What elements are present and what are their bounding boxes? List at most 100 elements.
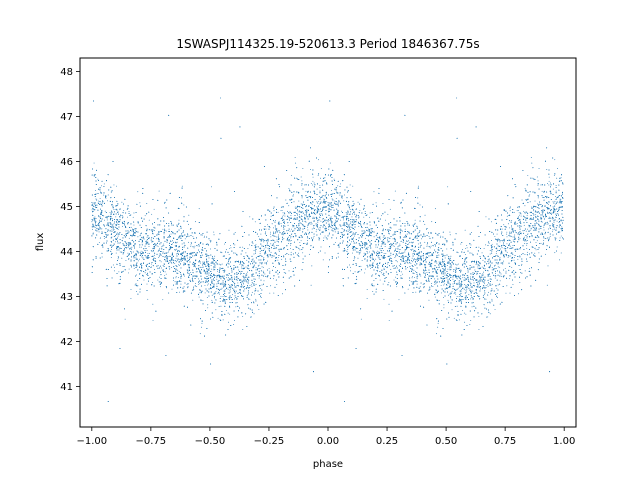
data-point [468, 294, 470, 296]
data-point [170, 255, 171, 257]
data-point [325, 226, 327, 228]
data-point [161, 248, 163, 249]
data-point [111, 236, 113, 238]
data-point [441, 265, 442, 267]
data-point [527, 175, 529, 176]
data-point [166, 259, 168, 260]
data-point [93, 174, 95, 176]
data-point [323, 231, 325, 233]
data-point [360, 265, 362, 267]
data-point [440, 284, 442, 286]
data-point [462, 249, 464, 251]
data-point [230, 247, 232, 249]
data-point [393, 279, 395, 281]
data-point [542, 209, 544, 210]
data-point [184, 262, 186, 264]
data-point [216, 278, 218, 280]
data-point [174, 245, 176, 247]
data-point [400, 228, 402, 230]
data-point [348, 227, 350, 229]
data-point [112, 227, 114, 229]
data-point [418, 185, 419, 187]
data-point [419, 204, 421, 206]
data-point [489, 260, 491, 262]
data-point [391, 245, 393, 246]
data-point [355, 251, 357, 253]
data-point [92, 220, 94, 221]
data-point [535, 214, 537, 216]
data-point [215, 299, 217, 301]
data-point [354, 257, 356, 258]
data-point [456, 295, 458, 297]
data-point [261, 266, 263, 268]
data-point [255, 283, 257, 285]
data-point [233, 284, 235, 286]
data-point [252, 273, 254, 275]
data-point [465, 291, 467, 293]
data-point [331, 189, 333, 191]
data-point [340, 183, 341, 185]
data-point [289, 240, 291, 242]
data-point [377, 237, 379, 239]
data-point [501, 275, 503, 277]
data-point [460, 296, 462, 298]
data-point [449, 259, 451, 260]
data-point [487, 285, 489, 287]
data-point [220, 305, 222, 307]
data-point [398, 252, 400, 254]
data-point [214, 265, 216, 267]
data-point [446, 284, 448, 286]
data-point [449, 267, 451, 269]
data-point [270, 231, 272, 233]
data-point [259, 252, 261, 254]
data-point [306, 209, 308, 210]
data-point [519, 255, 521, 257]
data-point [295, 162, 297, 164]
data-point [283, 282, 285, 283]
data-point [382, 236, 384, 238]
data-point [230, 288, 232, 290]
data-point [509, 210, 511, 212]
data-point [241, 286, 243, 288]
data-point [226, 263, 228, 265]
data-point [558, 213, 560, 215]
data-point [531, 162, 533, 164]
data-point [390, 254, 392, 256]
data-point [156, 245, 158, 247]
data-point [470, 284, 472, 286]
data-point [243, 288, 245, 290]
data-point [373, 236, 375, 238]
data-point [313, 220, 315, 222]
data-point [438, 261, 440, 263]
data-point [162, 299, 164, 301]
data-point [246, 277, 248, 279]
data-point [233, 289, 235, 291]
data-point [523, 210, 525, 212]
data-point [148, 245, 150, 247]
data-point [240, 262, 242, 264]
data-point [211, 186, 212, 188]
data-point [95, 218, 97, 219]
data-point [319, 203, 320, 205]
data-point [382, 283, 384, 285]
data-point [215, 291, 217, 293]
data-point [301, 211, 303, 212]
data-point [353, 235, 355, 237]
data-point [252, 259, 254, 261]
data-point [263, 241, 265, 243]
data-point [269, 227, 271, 229]
data-point [209, 239, 211, 241]
data-point [366, 298, 368, 299]
data-point [188, 223, 190, 225]
data-point [311, 206, 313, 208]
data-point [443, 307, 445, 309]
data-point [106, 216, 108, 218]
data-point [486, 316, 488, 318]
data-point [501, 253, 503, 255]
data-point [190, 245, 192, 247]
data-point [528, 226, 530, 228]
data-point [359, 270, 361, 272]
data-point [311, 203, 313, 205]
data-point [255, 245, 257, 247]
data-point [559, 231, 561, 233]
